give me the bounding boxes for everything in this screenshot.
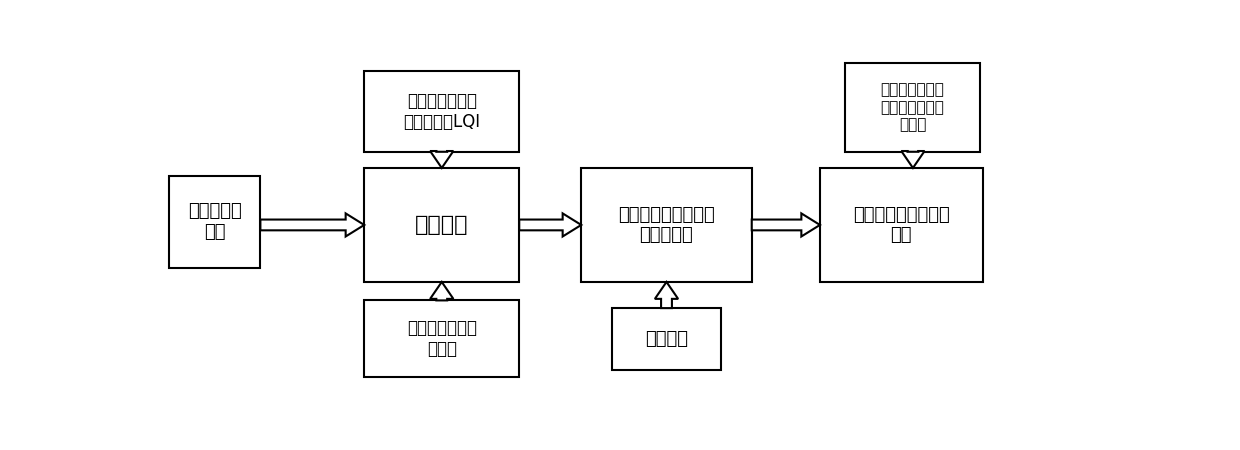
Polygon shape <box>520 213 582 237</box>
Bar <box>582 168 751 282</box>
Bar <box>613 308 720 370</box>
Text: 簇首候选节
点度: 簇首候选节 点度 <box>187 202 242 241</box>
Bar <box>169 176 260 268</box>
Bar <box>820 168 982 282</box>
Bar <box>844 63 981 152</box>
Bar <box>365 301 520 378</box>
Text: 簇首候选节点与
簇成员之间LQI: 簇首候选节点与 簇成员之间LQI <box>403 92 480 131</box>
Text: 簇首选举: 簇首选举 <box>415 215 469 235</box>
Polygon shape <box>655 282 678 308</box>
Text: 簇首下一跳代价
函数均衡网络簇
首节点: 簇首下一跳代价 函数均衡网络簇 首节点 <box>880 83 945 132</box>
Text: 簇首候选节点剩
余能量: 簇首候选节点剩 余能量 <box>407 320 476 358</box>
Polygon shape <box>901 151 925 168</box>
Bar <box>365 168 520 282</box>
Polygon shape <box>260 213 365 237</box>
Polygon shape <box>430 151 454 168</box>
Bar <box>365 71 520 152</box>
Polygon shape <box>751 213 820 237</box>
Text: 虚拟引力: 虚拟引力 <box>645 330 688 348</box>
Text: 簇首采用链路式路由
协议: 簇首采用链路式路由 协议 <box>853 206 950 244</box>
Text: 普通传感器节点加入
簇首形成簇: 普通传感器节点加入 簇首形成簇 <box>618 206 715 244</box>
Polygon shape <box>430 282 454 301</box>
